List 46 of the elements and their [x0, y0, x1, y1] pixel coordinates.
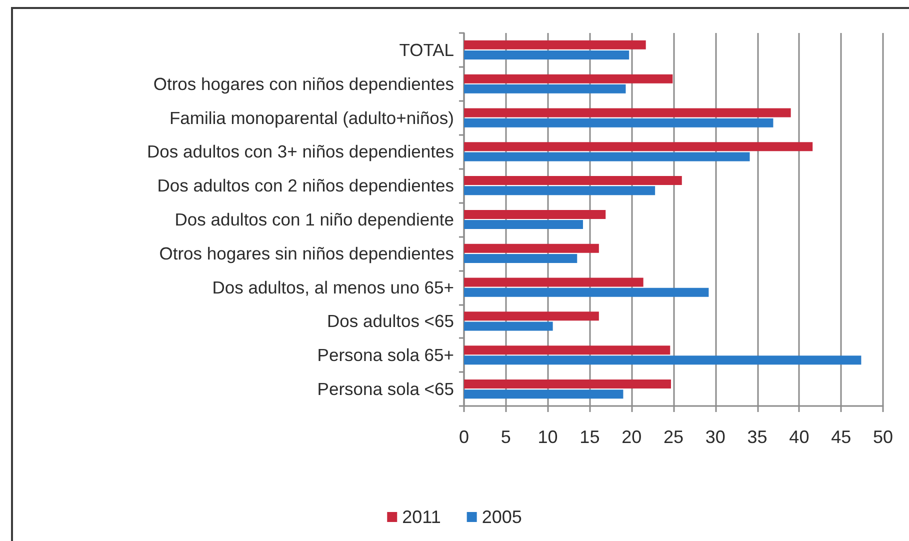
- y-tick-label: Dos adultos, al menos uno 65+: [212, 277, 454, 298]
- y-tick-label: Familia monoparental (adulto+niños): [169, 108, 454, 128]
- bar: [464, 210, 606, 219]
- x-tick-label: 10: [538, 427, 558, 447]
- bar: [464, 142, 813, 152]
- bar: [464, 186, 656, 196]
- bar: [464, 312, 599, 321]
- bar: [464, 390, 624, 399]
- y-tick-label: Dos adultos <65: [327, 311, 454, 332]
- y-tick-label: Dos adultos con 3+ niños dependientes: [147, 142, 454, 162]
- x-tick-label: 50: [872, 427, 894, 447]
- bar: [464, 176, 682, 186]
- x-tick-label: 40: [789, 427, 810, 447]
- bar: [464, 74, 673, 84]
- bar: [464, 278, 644, 287]
- bar: [464, 84, 626, 94]
- x-tick-label: 30: [705, 427, 726, 447]
- y-tick-label: Dos adultos con 2 niños dependientes: [157, 176, 454, 196]
- bar: [464, 322, 553, 331]
- bar: [464, 356, 862, 365]
- bar: [464, 244, 599, 253]
- bar: [464, 152, 750, 162]
- x-tick-label: 20: [622, 427, 642, 447]
- bar: [464, 346, 670, 355]
- x-tick-label: 15: [580, 427, 600, 447]
- bar: [464, 118, 774, 128]
- x-tick-label: 5: [500, 427, 511, 447]
- bar: [464, 108, 791, 118]
- bar: [464, 220, 583, 230]
- bar: [464, 40, 646, 50]
- y-tick-label: Otros hogares sin niños dependientes: [159, 243, 454, 264]
- x-tick-label: 25: [663, 427, 684, 447]
- y-tick-label: Dos adultos con 1 niño dependiente: [174, 210, 454, 230]
- legend-label: 2011: [402, 507, 441, 527]
- bar: [464, 288, 709, 297]
- bar: [464, 380, 671, 389]
- y-tick-label: TOTAL: [399, 40, 454, 60]
- y-tick-label: Otros hogares con niños dependientes: [153, 74, 454, 94]
- x-tick-label: 35: [747, 427, 768, 447]
- y-tick-label: Persona sola <65: [317, 379, 454, 400]
- bar: [464, 254, 578, 263]
- y-tick-label: Persona sola 65+: [317, 345, 454, 366]
- bar: [464, 50, 630, 60]
- x-tick-label: 0: [458, 427, 470, 447]
- x-tick-label: 45: [831, 427, 852, 447]
- legend-label: 2005: [482, 507, 522, 527]
